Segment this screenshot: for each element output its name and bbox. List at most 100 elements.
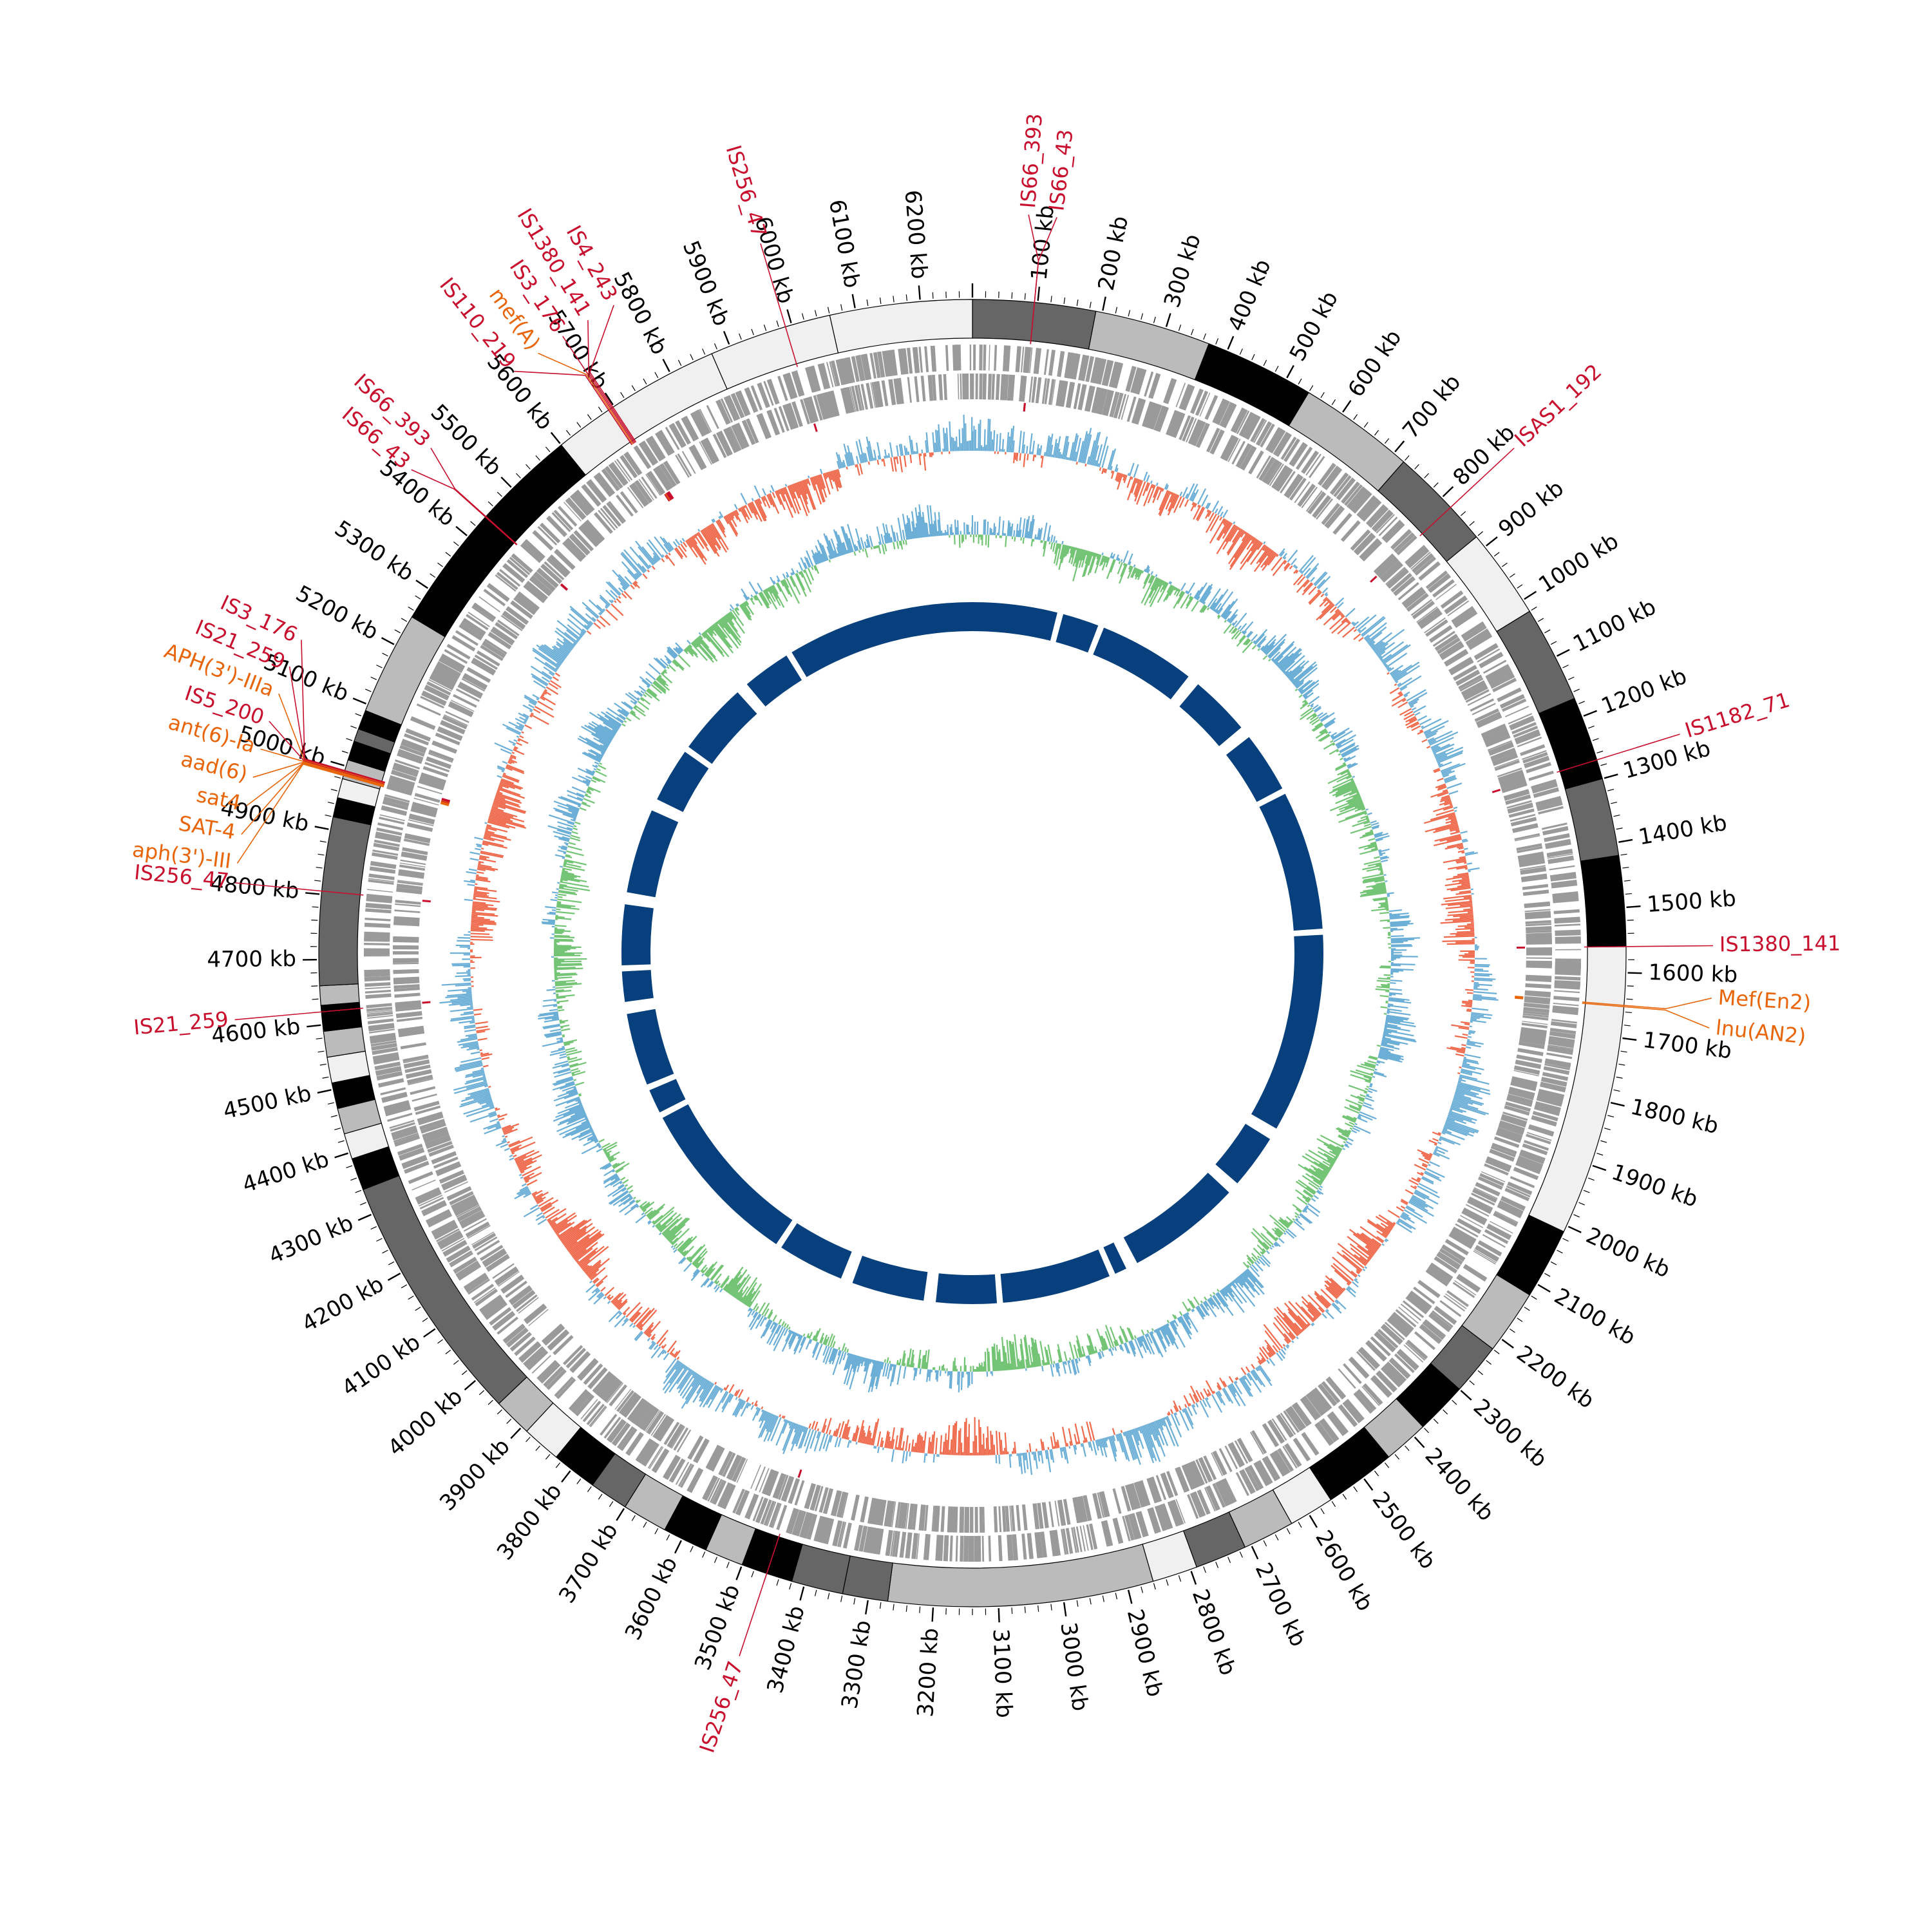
gc-bar — [455, 1063, 483, 1071]
gc-bar — [1439, 835, 1461, 842]
cds-forward — [441, 1238, 465, 1252]
gc-bar — [450, 1008, 473, 1012]
gc-bar — [498, 785, 503, 788]
cds-forward — [1522, 1143, 1548, 1155]
cds-reverse — [1289, 478, 1307, 500]
gc-bar — [1327, 598, 1330, 602]
cds-forward — [832, 1520, 841, 1546]
gc-bar — [569, 1237, 590, 1254]
gc-bar — [1303, 582, 1312, 592]
cds-reverse — [408, 1078, 433, 1086]
cds-reverse — [1450, 659, 1473, 674]
cds-reverse — [664, 1422, 680, 1445]
gc-bar — [1330, 1278, 1345, 1292]
cds-forward — [1244, 1466, 1260, 1492]
gc-bar — [661, 554, 665, 558]
gc-bar — [1462, 840, 1468, 843]
gc-bar — [1459, 1074, 1478, 1081]
gc-bar — [1276, 1306, 1301, 1335]
gc-bar — [1008, 436, 1010, 453]
cds-reverse — [860, 1496, 869, 1523]
gc-bar — [987, 1426, 990, 1455]
cds-reverse — [592, 1371, 612, 1394]
major-tick — [1556, 649, 1570, 657]
gc-bar — [1258, 1347, 1269, 1360]
gc-bar — [1282, 1343, 1286, 1347]
gc-bar — [1283, 562, 1290, 569]
cds-forward — [580, 1399, 598, 1420]
gc-bar — [490, 810, 514, 818]
cds-reverse — [1283, 473, 1302, 498]
cds-reverse — [395, 1007, 422, 1012]
gc-bar — [1306, 567, 1318, 580]
gc-bar — [1450, 831, 1461, 835]
gc-bar — [1473, 977, 1496, 980]
cds-reverse — [1031, 377, 1037, 403]
cds-reverse — [502, 612, 524, 630]
gc-bar — [500, 748, 512, 755]
cds-reverse — [404, 1065, 431, 1074]
cds-forward — [1414, 1331, 1436, 1350]
cds-reverse — [471, 661, 495, 676]
gc-bar — [1371, 632, 1392, 649]
gc-bar — [735, 1396, 738, 1400]
cds-reverse — [453, 1198, 477, 1213]
cds-reverse — [1128, 1483, 1139, 1510]
cds-forward — [1547, 850, 1573, 858]
gc-bar — [811, 1421, 816, 1430]
gc-bar — [1235, 1380, 1238, 1384]
gc-bar — [822, 1425, 827, 1434]
cds-forward — [582, 1400, 601, 1423]
cds-forward — [381, 805, 408, 815]
cds-forward — [1266, 427, 1282, 451]
cds-reverse — [1470, 698, 1494, 712]
tick-label: 2500 kb — [1367, 1487, 1441, 1574]
cds-forward — [1543, 1066, 1569, 1075]
gc-bar — [1389, 665, 1403, 675]
gc-bar — [1152, 1421, 1159, 1436]
cds-forward — [1544, 1063, 1570, 1070]
cds-reverse — [635, 1403, 653, 1427]
minor-tick — [470, 521, 476, 526]
cds-reverse — [1074, 383, 1081, 410]
gc-bar — [484, 831, 507, 838]
cds-forward — [399, 1150, 425, 1161]
gc-bar — [1053, 1446, 1056, 1449]
gc-bar — [1427, 737, 1435, 742]
cds-forward — [453, 1256, 477, 1274]
gc-bar — [876, 1431, 882, 1447]
cds-forward — [366, 1009, 393, 1014]
cds-forward — [554, 1376, 574, 1397]
major-tick — [799, 1586, 805, 1601]
gc-bar — [661, 558, 665, 563]
cds-reverse — [393, 984, 420, 989]
cds-forward — [368, 1024, 395, 1030]
minor-tick — [840, 1595, 843, 1602]
cds-forward — [1508, 713, 1533, 724]
gc-bar — [770, 484, 775, 492]
cds-forward — [824, 1518, 835, 1544]
gc-bar — [1131, 1429, 1142, 1458]
gc-bar — [1291, 558, 1297, 565]
cds-reverse — [1327, 1376, 1347, 1398]
cds-forward — [375, 836, 401, 843]
cds-reverse — [790, 1479, 800, 1504]
gc-bar — [1367, 632, 1383, 644]
cds-forward — [647, 1446, 663, 1469]
cds-forward — [392, 1127, 417, 1139]
gc-bar — [923, 1453, 926, 1463]
cds-reverse — [515, 594, 538, 613]
gc-bar — [486, 1101, 493, 1104]
gc-bar — [1253, 549, 1272, 573]
cds-forward — [1545, 841, 1571, 849]
major-tick — [305, 892, 320, 895]
gc-bar — [1229, 1383, 1236, 1394]
gc-bar — [1061, 435, 1068, 459]
gc-bar — [524, 1176, 530, 1181]
gc-bar — [1458, 1079, 1466, 1082]
gc-bar — [1178, 1405, 1182, 1411]
gc-bar — [1419, 729, 1423, 732]
tick-label: 3800 kb — [492, 1479, 567, 1565]
gc-bar — [1135, 1428, 1144, 1449]
gc-bar — [1244, 531, 1247, 535]
